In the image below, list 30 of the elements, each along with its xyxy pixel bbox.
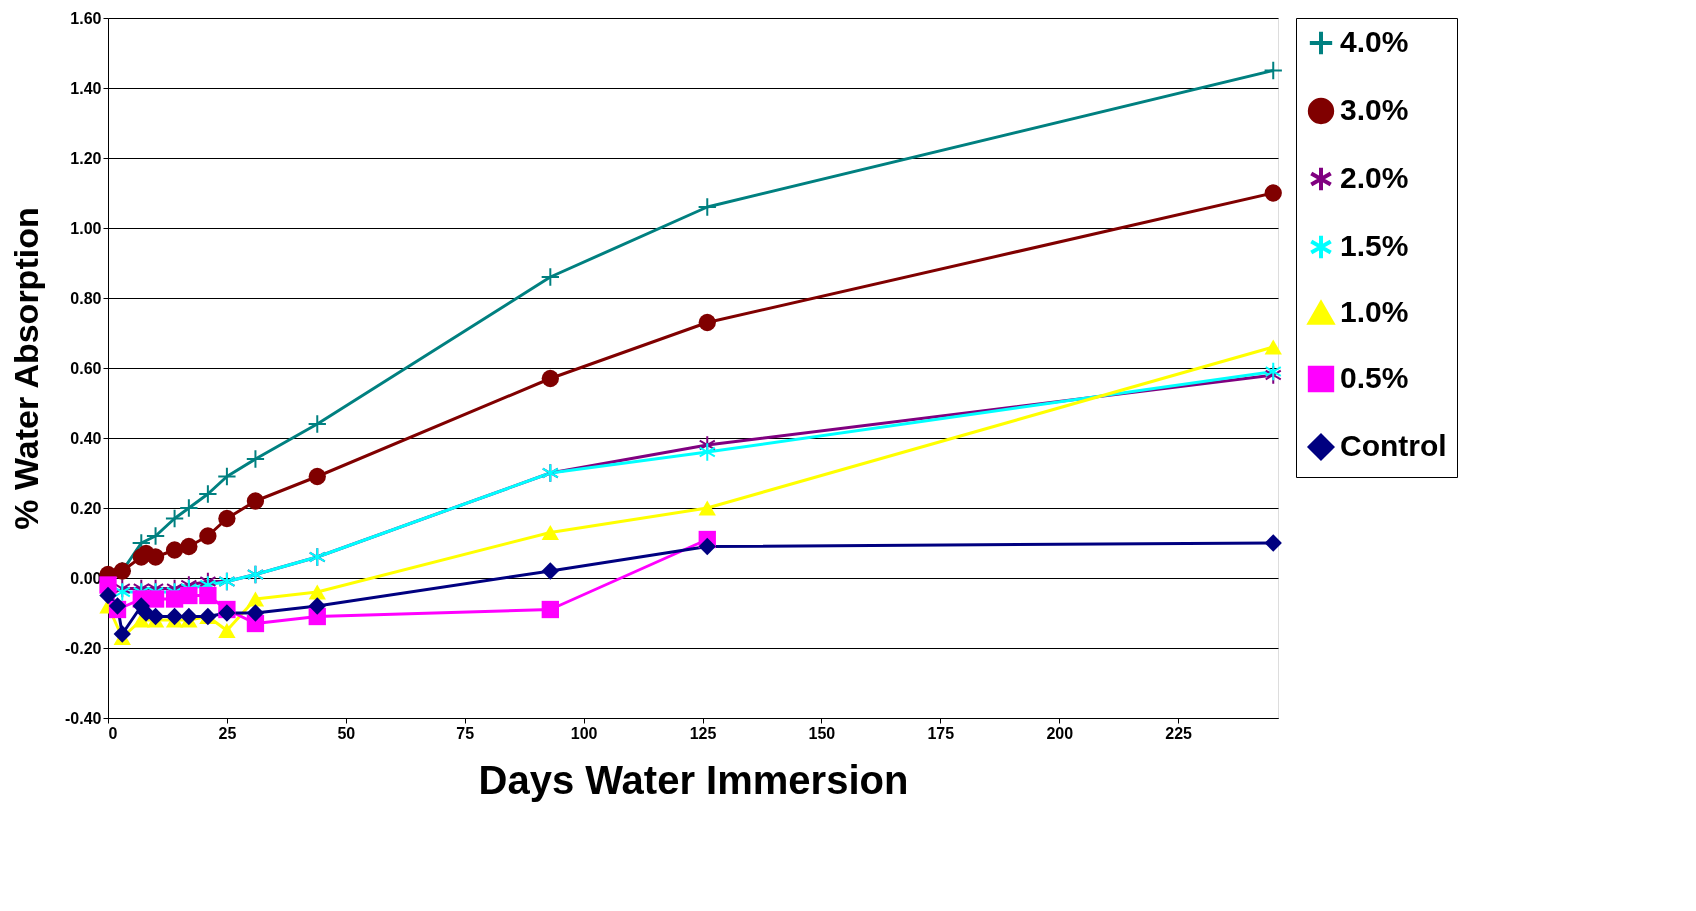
y-tick-label: -0.40 [65,709,102,727]
y-tick-label: 1.60 [70,9,102,27]
legend-label: 3.0% [1340,93,1409,126]
legend-label: 2.0% [1340,161,1409,194]
x-tick-label: 225 [1165,724,1193,742]
legend-label: 4.0% [1340,25,1409,58]
y-tick-label: 0.80 [70,289,102,307]
legend-label: 1.0% [1340,295,1409,328]
x-tick-label: 150 [808,724,836,742]
y-tick-label: -0.20 [65,639,102,657]
legend-label: 0.5% [1340,361,1409,394]
y-tick-label: 1.00 [70,219,102,237]
x-axis-title: Days Water Immersion [478,757,909,802]
x-tick-label: 175 [927,724,955,742]
y-tick-label: 1.20 [70,149,102,167]
y-axis-title: % Water Absorption [7,207,46,530]
legend-label: Control [1340,429,1447,462]
x-tick-label: 50 [337,724,356,742]
x-tick-label: 75 [456,724,475,742]
y-tick-label: 1.40 [70,79,102,97]
y-tick-label: 0.40 [70,429,102,447]
x-tick-label: 0 [108,724,118,742]
y-tick-label: 0.00 [70,569,102,587]
x-tick-label: 125 [689,724,717,742]
x-tick-label: 200 [1046,724,1074,742]
x-tick-label: 25 [218,724,237,742]
y-tick-label: 0.20 [70,499,102,517]
y-tick-label: 0.60 [70,359,102,377]
x-tick-label: 100 [570,724,598,742]
legend-label: 1.5% [1340,229,1409,262]
